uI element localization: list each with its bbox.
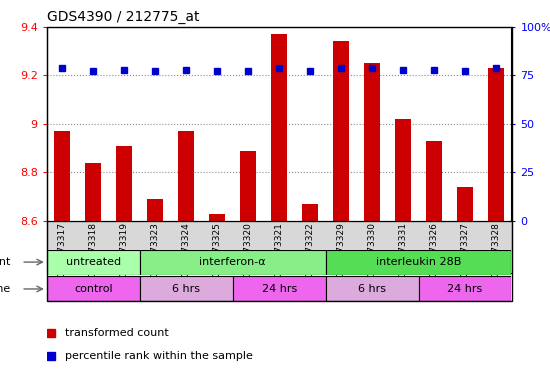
Text: GDS4390 / 212775_at: GDS4390 / 212775_at	[47, 10, 199, 25]
Bar	[240, 151, 256, 221]
Bar	[364, 63, 380, 221]
Bar	[302, 204, 318, 221]
Bar	[419, 276, 512, 301]
Text: interferon-α: interferon-α	[199, 257, 266, 267]
Bar	[326, 276, 419, 301]
Bar	[333, 41, 349, 221]
Bar	[210, 214, 225, 221]
Bar	[47, 276, 140, 301]
Text: percentile rank within the sample: percentile rank within the sample	[65, 351, 253, 361]
Bar	[426, 141, 442, 221]
Bar	[233, 276, 326, 301]
Bar	[117, 146, 132, 221]
Bar	[47, 250, 140, 275]
Bar	[457, 187, 473, 221]
Bar	[54, 131, 70, 221]
Bar	[326, 250, 512, 275]
Text: 24 hrs: 24 hrs	[447, 284, 483, 294]
Bar	[140, 276, 233, 301]
Text: 6 hrs: 6 hrs	[358, 284, 386, 294]
Bar	[395, 119, 411, 221]
Text: untreated: untreated	[65, 257, 121, 267]
Text: time: time	[0, 284, 11, 294]
Bar	[140, 250, 326, 275]
Bar	[85, 163, 101, 221]
Text: 6 hrs: 6 hrs	[172, 284, 200, 294]
Bar	[271, 34, 287, 221]
Text: transformed count: transformed count	[65, 328, 169, 338]
Bar	[147, 199, 163, 221]
Bar	[178, 131, 194, 221]
Text: agent: agent	[0, 257, 11, 267]
Text: interleukin 28B: interleukin 28B	[376, 257, 461, 267]
Text: control: control	[74, 284, 113, 294]
Bar	[488, 68, 504, 221]
Text: 24 hrs: 24 hrs	[261, 284, 297, 294]
